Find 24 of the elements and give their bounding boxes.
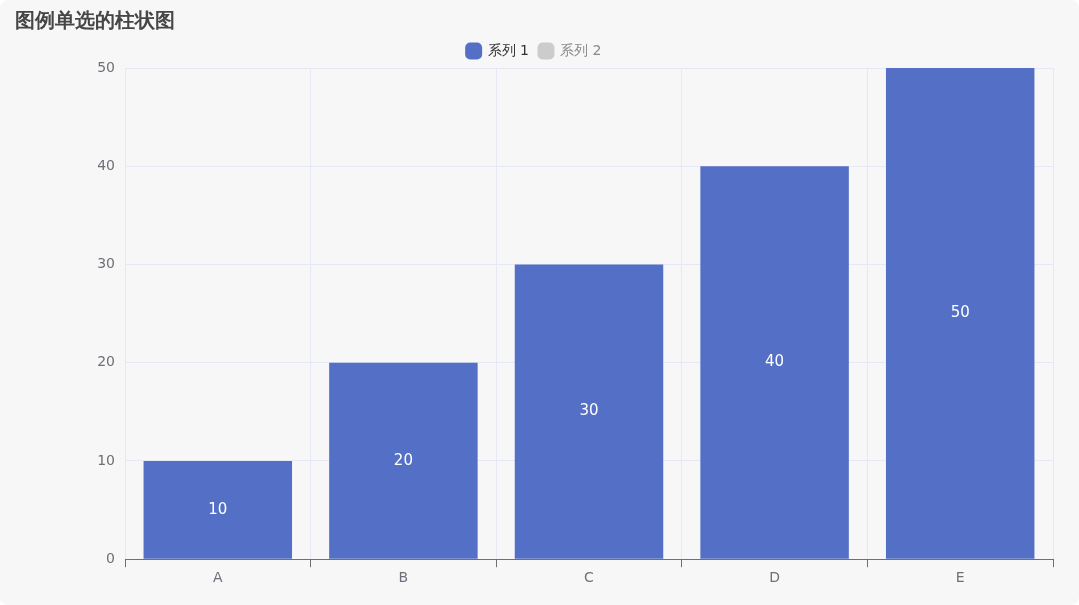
y-tick-label: 20 [97,353,115,370]
y-tick-label: 30 [97,255,115,272]
y-tick-label: 10 [97,451,115,468]
data-label: 40 [765,352,785,371]
y-tick-label: 40 [97,156,115,173]
y-tick-label: 50 [97,58,115,75]
x-tick-label: D [769,569,780,586]
x-tick-label: A [213,569,224,586]
bar [514,264,664,559]
data-label: 30 [579,401,599,420]
bar [329,362,478,559]
chart-title: 图例单选的柱状图 [15,8,175,33]
bar [885,68,1035,559]
x-tick-label: B [398,569,409,586]
bar [700,166,849,559]
bar [143,460,293,559]
legend-label: 系列 1 [487,41,529,58]
x-tick-label: E [955,569,965,586]
data-label: 10 [208,499,228,518]
data-label: 50 [950,303,970,322]
y-tick-label: 0 [106,549,115,566]
x-tick-label: C [584,569,595,586]
legend-label: 系列 2 [560,41,602,58]
data-label: 20 [393,450,413,469]
